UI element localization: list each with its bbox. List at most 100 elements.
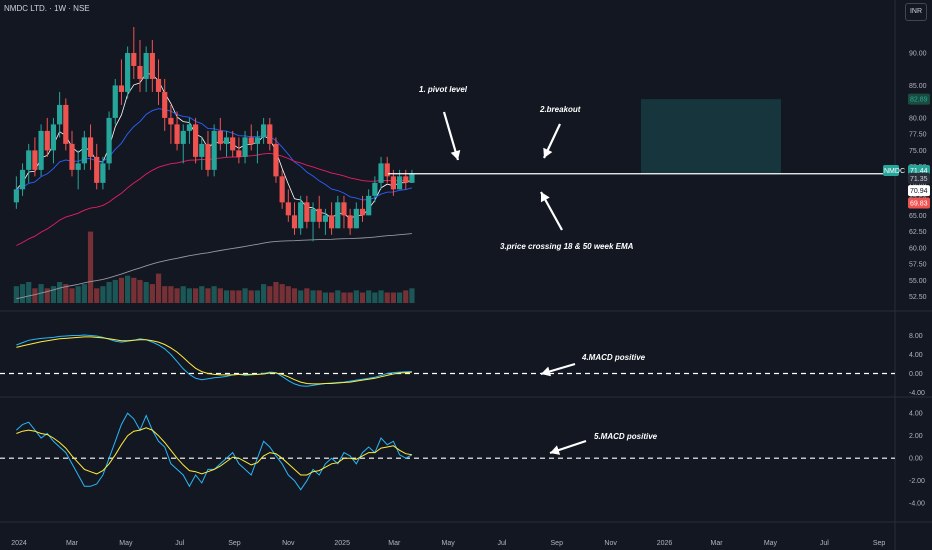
arrow-ema-cross-head bbox=[540, 192, 550, 203]
candle-body bbox=[63, 104, 69, 144]
candle-body bbox=[310, 208, 316, 222]
candle-body bbox=[409, 173, 415, 183]
macd-daily-tick-label: -4.00 bbox=[909, 501, 925, 508]
candle-body bbox=[322, 215, 329, 222]
candle-body bbox=[304, 202, 310, 222]
time-tick-label: Sep bbox=[551, 540, 564, 547]
ema-200-line bbox=[16, 233, 412, 300]
target-price-tag bbox=[908, 93, 930, 105]
volume-bar bbox=[390, 292, 397, 303]
candle-body bbox=[384, 163, 390, 177]
candle-body bbox=[335, 202, 341, 229]
volume-bar bbox=[328, 292, 335, 303]
target-price-tag-text: 82.89 bbox=[910, 97, 928, 104]
symbol-tag-text: NMDC bbox=[884, 168, 905, 175]
volume-bar bbox=[13, 286, 19, 303]
volume-bar bbox=[168, 286, 174, 303]
stop-price-tag-text: 69.83 bbox=[910, 200, 928, 207]
volume-bar bbox=[353, 290, 359, 303]
time-tick-label: Nov bbox=[282, 540, 295, 547]
volume-bar bbox=[273, 282, 279, 303]
candle-body bbox=[143, 52, 149, 79]
volume-bar bbox=[378, 290, 384, 303]
time-tick-label: Sep bbox=[228, 540, 241, 547]
volume-bar bbox=[32, 288, 38, 303]
candle-body bbox=[223, 137, 230, 144]
annotation-macd-2: 5.MACD positive bbox=[594, 432, 658, 441]
price-tick-label: 55.00 bbox=[909, 278, 927, 285]
arrow-macd-2-head bbox=[550, 445, 561, 455]
volume-bar bbox=[366, 290, 372, 303]
candle-body bbox=[273, 143, 279, 177]
candle-body bbox=[57, 104, 63, 125]
candle-body bbox=[19, 169, 26, 190]
candle-body bbox=[403, 176, 409, 183]
volume-bar bbox=[94, 288, 100, 303]
macd-daily-tick-label: 4.00 bbox=[909, 411, 923, 418]
volume-bar bbox=[291, 288, 298, 303]
candle-body bbox=[174, 124, 180, 144]
macd-daily-tick-label: 0.00 bbox=[909, 456, 923, 463]
candle-body bbox=[168, 117, 174, 125]
candle-body bbox=[162, 91, 168, 118]
volume-bar bbox=[174, 288, 180, 303]
volume-bar bbox=[230, 290, 236, 303]
volume-bar bbox=[211, 286, 217, 303]
volume-bar bbox=[316, 290, 322, 303]
arrow-breakout-head bbox=[543, 147, 553, 158]
time-tick-label: May bbox=[764, 540, 778, 547]
candle-body bbox=[118, 85, 125, 92]
volume-bar bbox=[106, 282, 112, 303]
candle-body bbox=[285, 202, 291, 216]
annotation-breakout: 2.breakout bbox=[539, 105, 581, 114]
candle-body bbox=[217, 130, 223, 144]
arrow-macd-1-head bbox=[541, 366, 552, 377]
volume-bar bbox=[180, 286, 186, 303]
candle-body bbox=[199, 143, 205, 157]
price-tick-label: 85.00 bbox=[909, 83, 927, 90]
volume-bar bbox=[131, 277, 137, 303]
volume-bar bbox=[193, 288, 199, 303]
candle-body bbox=[347, 215, 353, 229]
candle-body bbox=[205, 143, 211, 170]
volume-bar bbox=[155, 273, 162, 303]
volume-bar bbox=[149, 284, 155, 303]
volume-bar bbox=[409, 288, 415, 303]
candle-body bbox=[291, 215, 298, 229]
volume-bar bbox=[44, 288, 50, 303]
candle-body bbox=[131, 52, 137, 66]
volume-bar bbox=[217, 288, 223, 303]
volume-bar bbox=[87, 231, 94, 303]
volume-bar bbox=[285, 286, 291, 303]
time-tick-label: May bbox=[119, 540, 133, 547]
volume-bar bbox=[63, 284, 69, 303]
volume-bar bbox=[242, 288, 248, 303]
time-tick-label: Jul bbox=[820, 540, 829, 547]
candle-body bbox=[155, 78, 162, 92]
price-tick-label: 70.00 bbox=[909, 180, 927, 187]
candle-body bbox=[359, 208, 366, 216]
volume-bar bbox=[261, 284, 267, 303]
candle-body bbox=[38, 130, 44, 170]
candle-body bbox=[230, 137, 236, 151]
volume-bar bbox=[359, 292, 366, 303]
time-tick-label: Mar bbox=[388, 540, 401, 547]
stop-price-tag bbox=[908, 197, 930, 209]
candle-body bbox=[254, 137, 261, 144]
candle-body bbox=[267, 124, 273, 144]
volume-bar bbox=[75, 286, 81, 303]
volume-bar bbox=[248, 290, 254, 303]
volume-bar bbox=[118, 277, 125, 303]
macd-daily-tick-label: -2.00 bbox=[909, 478, 925, 485]
volume-bar bbox=[162, 286, 168, 303]
currency-button[interactable]: INR bbox=[905, 3, 927, 21]
candle-body bbox=[75, 163, 81, 170]
price-tag-1-text: 71.35 bbox=[910, 176, 928, 183]
candle-body bbox=[298, 202, 304, 229]
candle-body bbox=[279, 176, 285, 203]
target-zone bbox=[641, 99, 781, 174]
volume-bar bbox=[69, 288, 75, 303]
volume-bar bbox=[347, 292, 353, 303]
macd-daily-signal-line bbox=[16, 427, 412, 476]
price-tag-2 bbox=[908, 185, 930, 197]
